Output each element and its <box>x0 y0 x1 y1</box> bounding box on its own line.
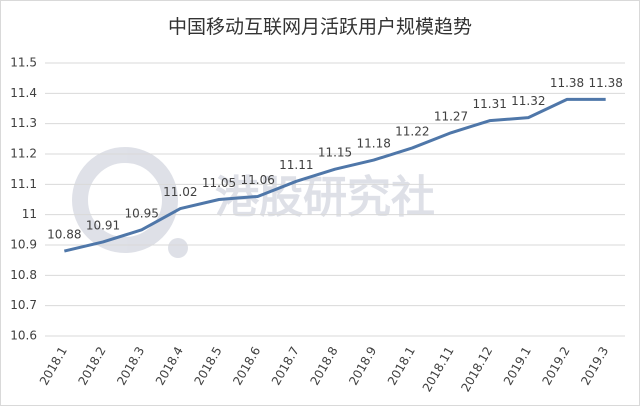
data-label: 11.15 <box>318 146 352 160</box>
line <box>63 97 606 253</box>
data-label: 11.22 <box>395 124 429 138</box>
data-label: 11.18 <box>356 137 390 151</box>
y-tick-label: 10.9 <box>10 238 37 252</box>
y-tick-label: 11.3 <box>10 116 37 130</box>
y-tick-label: 10.8 <box>10 268 37 282</box>
y-tick-label: 10.7 <box>10 298 37 312</box>
y-tick-label: 11.5 <box>10 56 37 70</box>
y-tick-label: 11.1 <box>10 177 37 191</box>
data-label: 11.02 <box>163 185 197 199</box>
data-label: 11.11 <box>279 158 313 172</box>
data-label: 11.27 <box>434 109 468 123</box>
data-label: 11.38 <box>588 76 622 90</box>
data-label: 11.06 <box>240 173 274 187</box>
y-tick-label: 11.4 <box>10 86 37 100</box>
data-label: 10.91 <box>86 218 120 232</box>
y-tick-label: 10.6 <box>10 329 37 343</box>
data-label: 11.32 <box>511 94 545 108</box>
data-label: 10.88 <box>47 228 81 242</box>
data-label: 11.05 <box>202 176 236 190</box>
y-tick-label: 11.2 <box>10 147 37 161</box>
chart-title: 中国移动互联网月活跃用户规模趋势 <box>168 16 472 38</box>
y-tick-label: 11 <box>22 207 37 221</box>
data-label: 10.95 <box>124 206 158 220</box>
data-label: 11.31 <box>472 97 506 111</box>
data-label: 11.38 <box>550 76 584 90</box>
